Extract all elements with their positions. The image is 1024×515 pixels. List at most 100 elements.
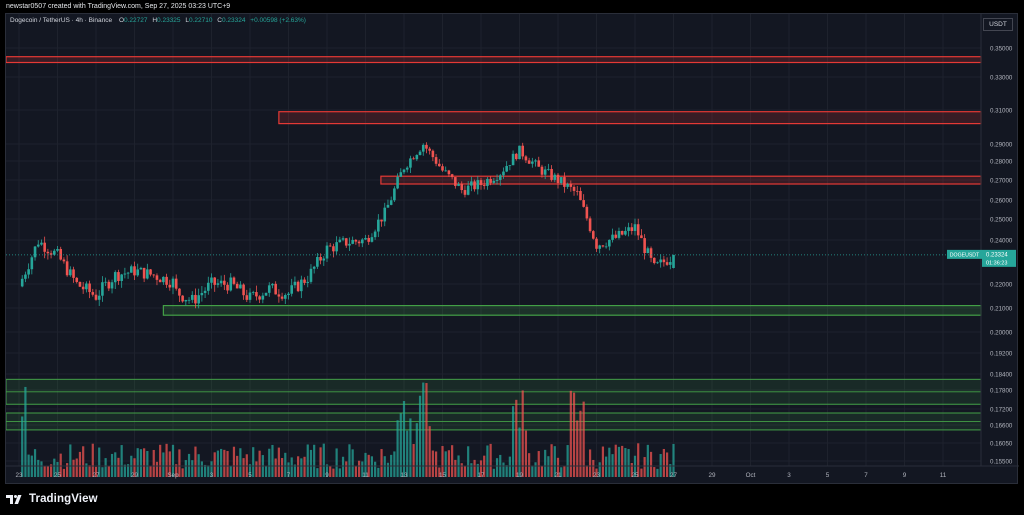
candle-body: [136, 269, 140, 276]
candle: [579, 187, 582, 201]
candle: [460, 181, 464, 194]
open-label: O: [118, 17, 125, 24]
candle: [405, 166, 409, 173]
candle: [559, 177, 563, 185]
candle-body: [129, 266, 133, 273]
candle-body: [665, 262, 669, 265]
candle: [62, 257, 66, 264]
candle-body: [316, 257, 319, 267]
candle-body: [72, 269, 75, 278]
volume-bar: [502, 462, 505, 477]
candle: [489, 176, 492, 186]
volume-bar: [454, 459, 457, 477]
candle: [104, 277, 107, 287]
candle-body: [255, 292, 258, 297]
candle-body: [251, 292, 255, 293]
volume-bar: [396, 420, 399, 477]
candle-body: [174, 278, 178, 289]
volume-bar: [515, 399, 518, 477]
candle-body: [113, 272, 117, 283]
volume-bar: [640, 468, 643, 477]
candle: [450, 173, 454, 180]
price-tick-label: 0.26000: [990, 198, 1013, 205]
candle: [377, 214, 380, 238]
volume-bar: [239, 448, 242, 477]
candle: [364, 234, 367, 241]
candle-body: [325, 245, 329, 259]
volume-bar: [672, 443, 675, 477]
candle: [656, 261, 659, 264]
candle-body: [210, 277, 213, 283]
candle-body: [52, 250, 56, 255]
high-value: 0.23325: [157, 17, 181, 24]
volume-bar: [313, 444, 316, 477]
volume-bar: [563, 466, 566, 477]
candle: [659, 254, 662, 268]
volume-bar: [470, 463, 473, 477]
candle-body: [344, 238, 348, 246]
volume-bar: [159, 444, 162, 477]
volume-bar: [152, 449, 155, 477]
candle: [399, 168, 403, 177]
candle: [97, 290, 101, 306]
price-tick-label: 0.18400: [990, 372, 1013, 379]
volume-bar: [191, 460, 194, 477]
candle-body: [139, 267, 143, 270]
candle-body: [46, 251, 50, 254]
candle: [88, 280, 91, 299]
candle-body: [33, 246, 37, 258]
candlestick-chart[interactable]: 0.35000 0.33000 0.31000 0.29000 0.28000 0.270…: [5, 14, 1019, 485]
candle-body: [383, 207, 387, 222]
candle-body: [569, 183, 573, 187]
price-tag-symbol: DOGEUSDT: [950, 253, 980, 259]
candle-body: [43, 242, 46, 252]
volume-bar: [319, 447, 322, 477]
candle-body: [659, 259, 662, 263]
candle: [575, 185, 579, 196]
grid-lines: [6, 14, 981, 466]
candle: [229, 273, 233, 292]
volume-bar: [418, 395, 422, 477]
candle-body: [338, 239, 342, 243]
volume-bar: [184, 460, 187, 477]
candle-body: [165, 276, 168, 285]
volume-bar: [476, 463, 479, 477]
candle: [155, 273, 159, 286]
candle: [94, 289, 98, 301]
currency-button[interactable]: USDT: [983, 18, 1013, 31]
candle-body: [258, 296, 261, 300]
candle-body: [547, 168, 550, 170]
candle-body: [463, 190, 467, 195]
volume-bar: [653, 467, 656, 477]
volume-bar: [351, 449, 354, 477]
chart-panel[interactable]: 0.35000 0.33000 0.31000 0.29000 0.28000 0.270…: [5, 13, 1019, 485]
volume-bar: [370, 456, 374, 477]
candle: [386, 199, 390, 208]
volume-bar: [216, 450, 220, 477]
candle-body: [357, 241, 361, 244]
volume-bar: [438, 467, 441, 477]
volume-bar: [659, 453, 662, 477]
candle-body: [591, 231, 595, 239]
candle: [213, 277, 217, 292]
volume-bar: [268, 448, 271, 477]
candle-body: [627, 227, 630, 231]
volume-bar: [531, 465, 534, 477]
volume-bar: [284, 452, 287, 477]
candle-body: [351, 239, 354, 244]
candle-body: [69, 269, 72, 276]
candle: [168, 279, 172, 291]
price-tick-label: 0.29000: [990, 142, 1013, 149]
candle-body: [393, 188, 396, 201]
candle: [495, 174, 499, 185]
candle-body: [511, 153, 515, 166]
candle-body: [601, 245, 605, 247]
date-tick-label: Sep: [167, 472, 179, 479]
candle: [421, 143, 425, 156]
volume-bar: [210, 461, 213, 477]
volume-bar: [386, 462, 390, 477]
price-tick-label: 0.19200: [990, 351, 1013, 358]
candle: [486, 177, 489, 190]
high-label: H: [152, 17, 158, 24]
